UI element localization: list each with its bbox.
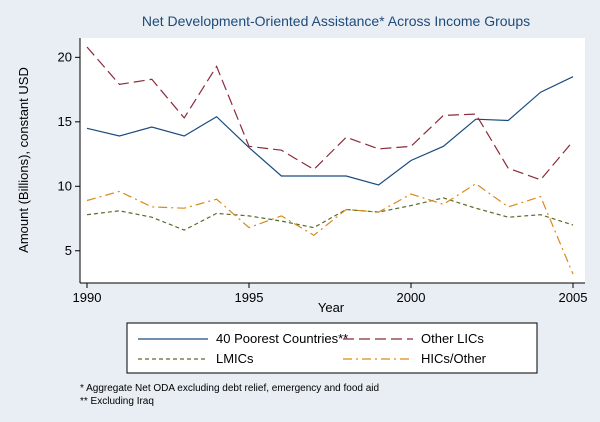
legend-label-3: LMICs: [216, 351, 254, 366]
legend-box: [126, 322, 538, 374]
plot-area: [80, 38, 585, 283]
x-tick-label: 1990: [73, 290, 102, 305]
legend: 40 Poorest Countries** Other LICs LMICs HIC…: [126, 322, 538, 374]
y-tick-label: 10: [58, 178, 72, 193]
axes: 5 10 15 20 1990 1995 2000 2005: [58, 38, 588, 305]
x-tick-label: 2005: [559, 290, 588, 305]
x-axis-label: Year: [318, 300, 345, 315]
y-axis-label: Amount (Billions), constant USD: [16, 67, 31, 253]
y-tick-label: 15: [58, 114, 72, 129]
footnote-1: * Aggregate Net ODA excluding debt relie…: [80, 383, 379, 394]
legend-label-2: Other LICs: [421, 331, 484, 346]
series-line-2: [86, 46, 574, 181]
x-tick-label: 1995: [235, 290, 264, 305]
chart-title: Net Development-Oriented Assistance* Acr…: [142, 13, 530, 29]
y-tick-label: 5: [65, 243, 72, 258]
y-tick-label: 20: [58, 49, 72, 64]
series-layer: [86, 46, 574, 275]
legend-label-4: HICs/Other: [421, 351, 487, 366]
series-line-3: [86, 197, 574, 231]
legend-label-1: 40 Poorest Countries**: [216, 331, 348, 346]
series-line-4: [86, 182, 574, 275]
footnote-2: ** Excluding Iraq: [80, 396, 154, 407]
x-tick-label: 2000: [397, 290, 426, 305]
series-line-1: [86, 76, 574, 186]
